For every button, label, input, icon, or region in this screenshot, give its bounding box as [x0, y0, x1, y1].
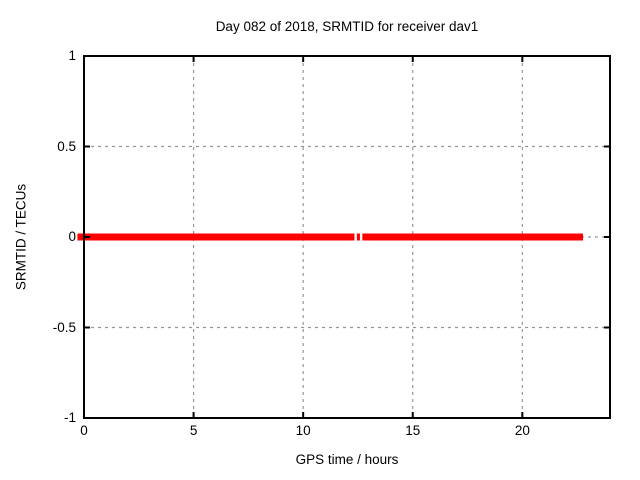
plot-border	[83, 55, 611, 419]
y-tick-label: -1	[63, 410, 76, 425]
y-tick-label: 0	[68, 229, 76, 244]
chart-title: Day 082 of 2018, SRMTID for receiver dav…	[215, 19, 479, 34]
y-tick-label: -0.5	[52, 319, 76, 335]
x-axis-label: GPS time / hours	[295, 452, 399, 467]
x-tick-label: 15	[405, 423, 421, 438]
plot-area	[77, 55, 611, 419]
y-tick-label: 1	[68, 48, 76, 63]
x-tick-label: 20	[514, 423, 530, 438]
y-tick-label: 0.5	[57, 138, 76, 154]
x-tick-label: 5	[189, 423, 198, 438]
x-tick-label: 10	[295, 423, 311, 438]
x-tick-label: 0	[80, 423, 88, 438]
